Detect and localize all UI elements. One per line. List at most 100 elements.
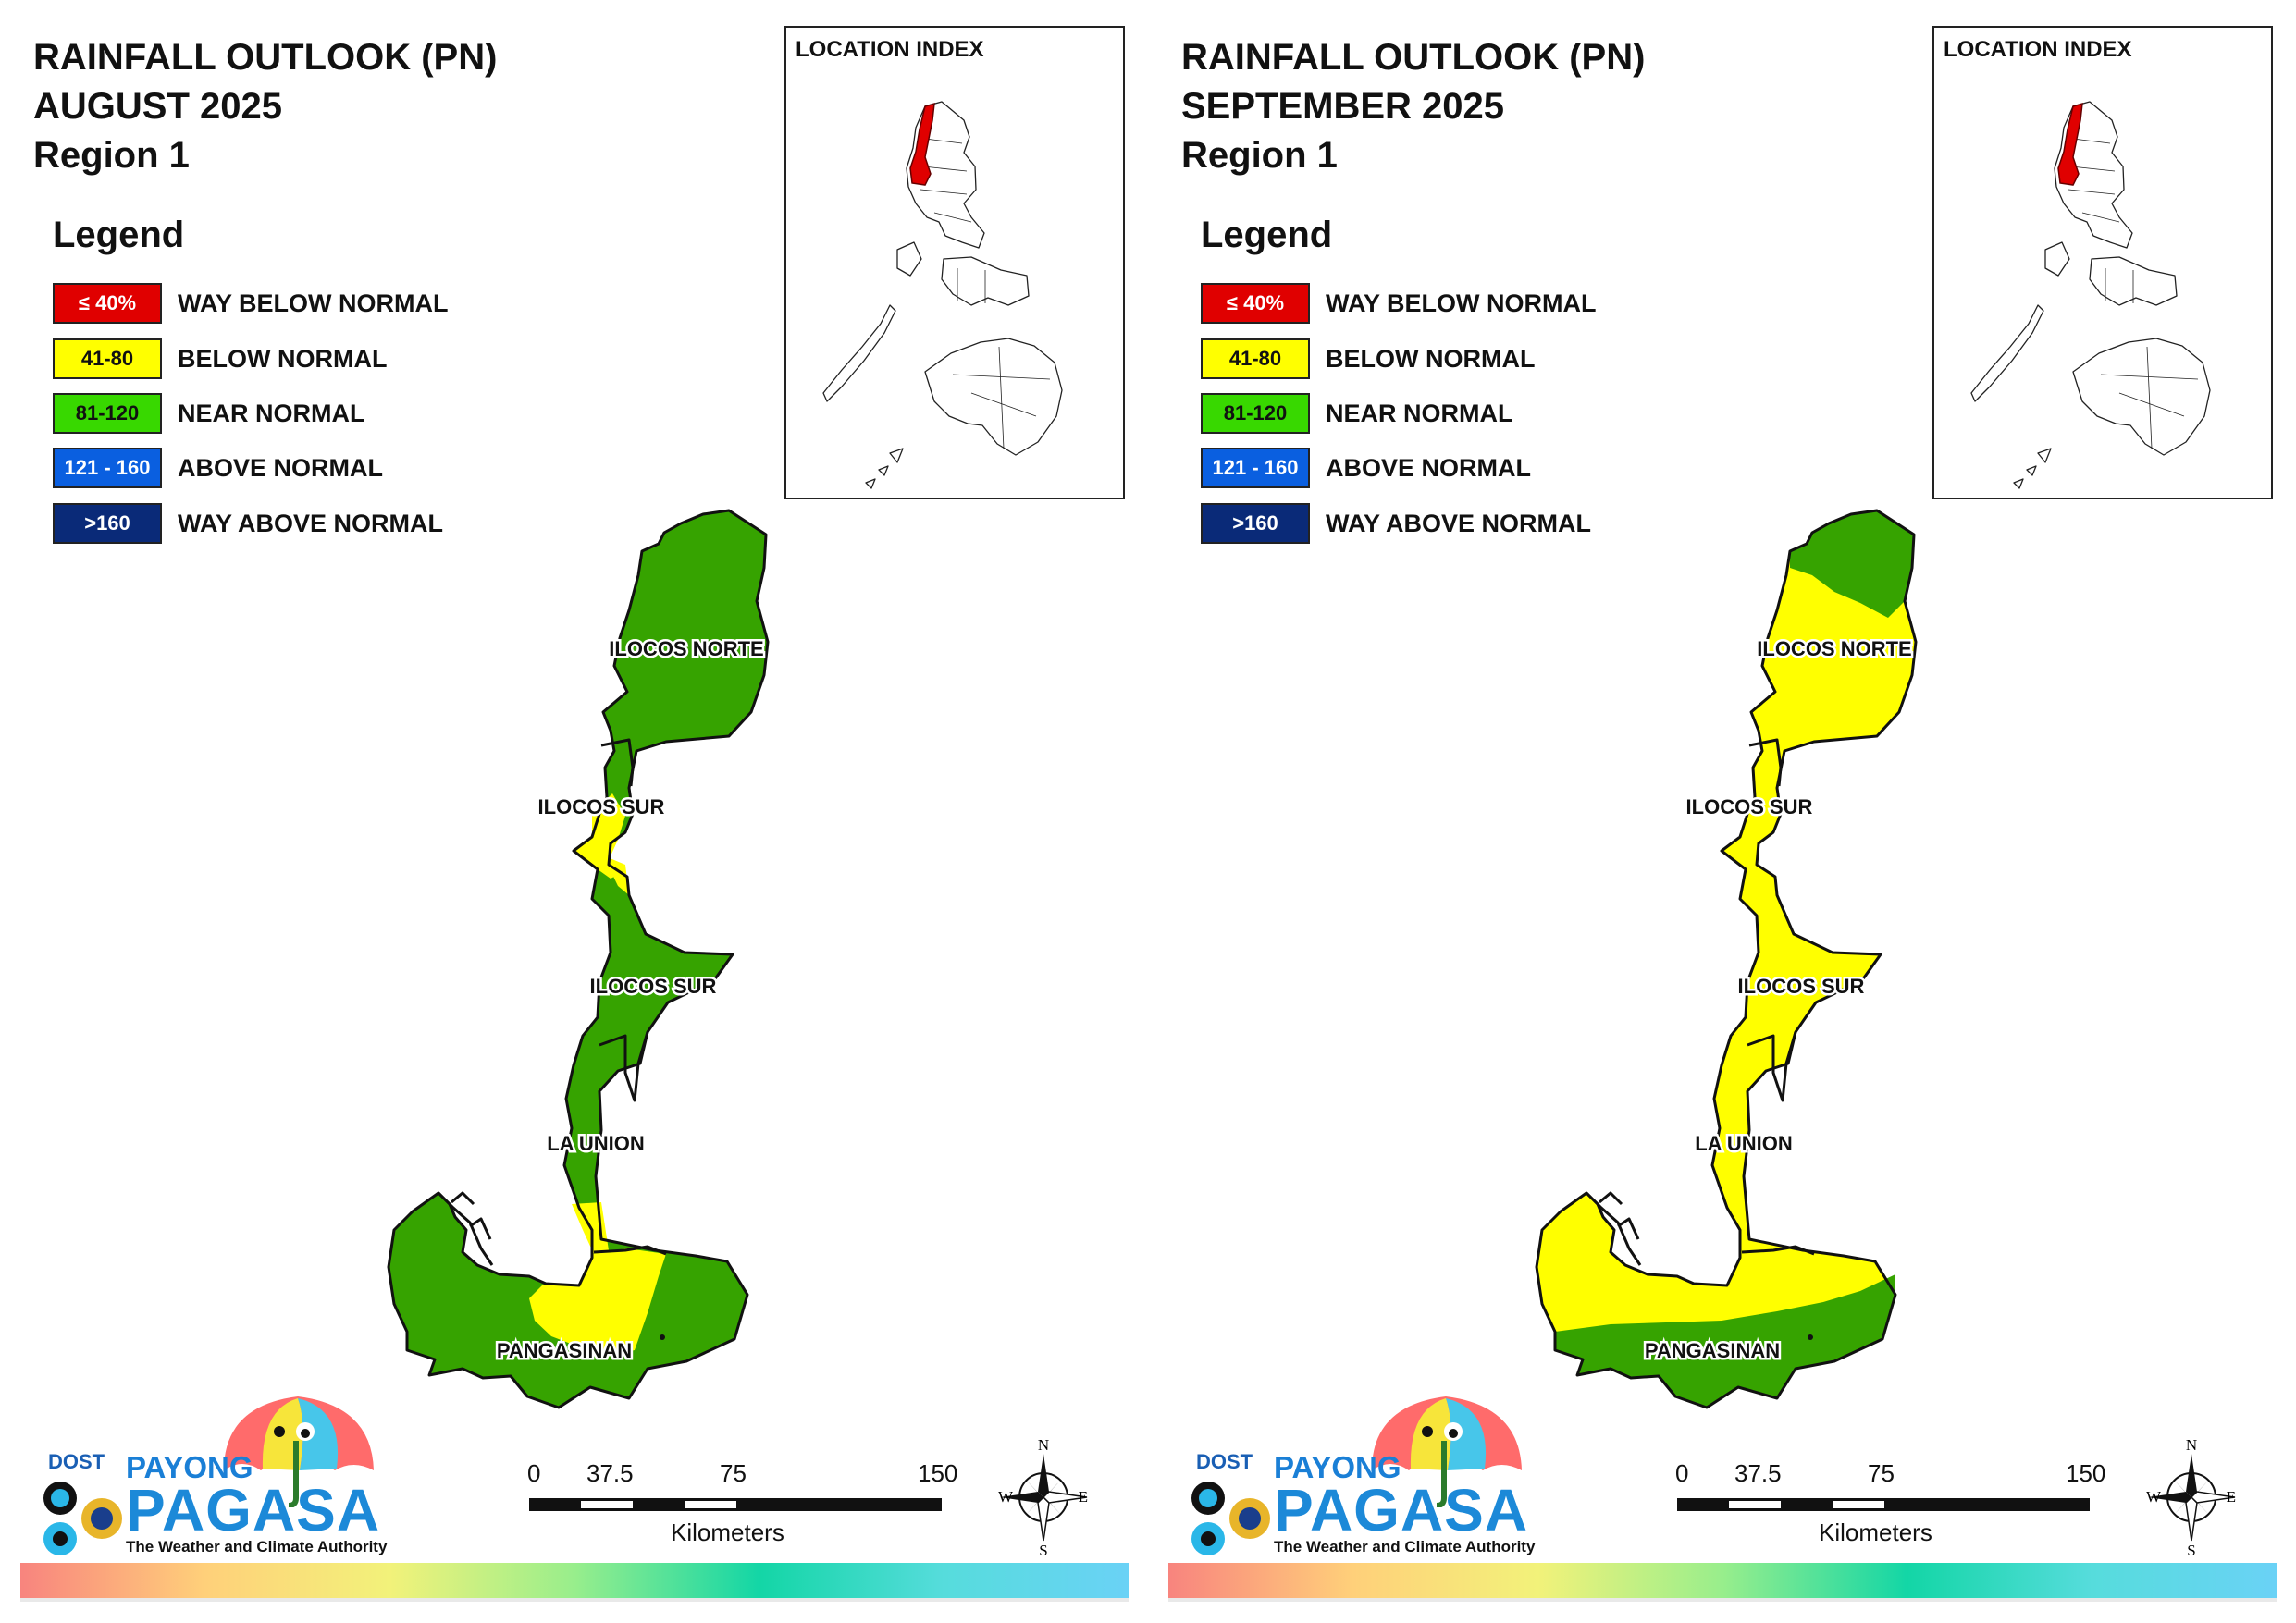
legend-item: 121 - 160 ABOVE NORMAL bbox=[1201, 447, 1531, 489]
map-title: RAINFALL OUTLOOK (PN) AUGUST 2025 Region… bbox=[33, 33, 497, 180]
compass-w: W bbox=[2146, 1488, 2162, 1506]
legend-swatch: >160 bbox=[1201, 503, 1310, 544]
legend-item: >160 WAY ABOVE NORMAL bbox=[53, 502, 443, 545]
coastline bbox=[1535, 509, 1918, 1409]
legend-label: WAY ABOVE NORMAL bbox=[178, 509, 444, 537]
palawan-outline bbox=[822, 304, 896, 402]
compass-n: N bbox=[1038, 1437, 1049, 1454]
logo-tagline: The Weather and Climate Authority bbox=[1274, 1538, 1536, 1555]
mindoro-outline bbox=[896, 241, 922, 277]
philippines-location-map bbox=[1970, 101, 2211, 489]
umbrella-icon bbox=[1372, 1396, 1522, 1507]
province-label: LA UNION bbox=[1695, 1132, 1793, 1155]
legend-swatch: >160 bbox=[53, 503, 162, 544]
compass-s: S bbox=[2187, 1542, 2195, 1557]
legend-swatch: 81-120 bbox=[1201, 393, 1310, 434]
north-arrow: N S E W bbox=[2145, 1436, 2238, 1562]
scale-bar-graphic bbox=[529, 1498, 942, 1511]
legend-item: 41-80 BELOW NORMAL bbox=[1201, 338, 1535, 380]
philippines-location-map bbox=[822, 101, 1063, 489]
pangasinan-south-near-normal-zone bbox=[1555, 1274, 1895, 1408]
sulu-islands bbox=[865, 448, 904, 489]
dost-emblem-icon bbox=[1191, 1482, 1270, 1555]
logo-payong: PAYONG bbox=[126, 1450, 253, 1484]
legend-label: WAY BELOW NORMAL bbox=[1326, 289, 1597, 317]
province-label: ILOCOS SUR bbox=[1738, 975, 1865, 998]
august-outlook-panel: RAINFALL OUTLOOK (PN) AUGUST 2025 Region… bbox=[20, 26, 1129, 1602]
compass-n: N bbox=[2186, 1437, 2197, 1454]
title-line-region: Region 1 bbox=[1181, 135, 1338, 176]
legend-swatch: ≤ 40% bbox=[1201, 283, 1310, 324]
legend-swatch: 81-120 bbox=[53, 393, 162, 434]
logo-dost: DOST bbox=[48, 1450, 105, 1473]
logo-pagasa: PAGASA bbox=[1274, 1477, 1529, 1543]
provincial-boundary-la-union-pangasinan bbox=[593, 1245, 667, 1256]
scale-tick-37-5: 37.5 bbox=[1734, 1459, 1782, 1487]
ilocos-norte-tip-near-normal-zone bbox=[1790, 510, 1914, 618]
legend-item: >160 WAY ABOVE NORMAL bbox=[1201, 502, 1591, 545]
provincial-boundary-ilocos-norte-sur bbox=[1748, 738, 1783, 787]
legend-item: ≤ 40% WAY BELOW NORMAL bbox=[53, 282, 449, 325]
city-point bbox=[660, 1334, 665, 1340]
mindoro-outline bbox=[2044, 241, 2070, 277]
compass-rose-icon: N S E W bbox=[2146, 1436, 2236, 1559]
compass-rose-icon: N S E W bbox=[998, 1436, 1088, 1559]
scale-bar: 0 37.5 75 150 Kilometers bbox=[527, 1459, 957, 1546]
mindanao-outline bbox=[2072, 338, 2211, 456]
legend-label: BELOW NORMAL bbox=[1326, 344, 1536, 373]
coastline bbox=[387, 509, 770, 1409]
scale-tick-75: 75 bbox=[720, 1459, 747, 1487]
scale-tick-0: 0 bbox=[1675, 1459, 1689, 1487]
legend-item: 121 - 160 ABOVE NORMAL bbox=[53, 447, 383, 489]
logo-dost: DOST bbox=[1196, 1450, 1253, 1473]
compass-e: E bbox=[2227, 1488, 2236, 1506]
provincial-boundary-ilocos-sur-la-union bbox=[1747, 1031, 1797, 1102]
legend-swatch: 121 - 160 bbox=[1201, 448, 1310, 488]
city-point bbox=[1808, 1334, 1813, 1340]
gradient-footer-strip bbox=[20, 1563, 1129, 1598]
province-label: PANGASINAN bbox=[497, 1339, 632, 1362]
gradient-footer-strip bbox=[1168, 1563, 2277, 1598]
legend-title: Legend bbox=[1201, 215, 1333, 255]
scale-unit: Kilometers bbox=[671, 1518, 784, 1546]
scale-tick-150: 150 bbox=[2066, 1459, 2106, 1487]
legend-label: WAY ABOVE NORMAL bbox=[1326, 509, 1592, 537]
scale-tick-150: 150 bbox=[918, 1459, 958, 1487]
region-1-base-fill bbox=[1537, 510, 1916, 1408]
title-line-month: SEPTEMBER 2025 bbox=[1181, 86, 1505, 127]
legend-label: WAY BELOW NORMAL bbox=[178, 289, 449, 317]
north-arrow: N S E W bbox=[997, 1436, 1090, 1562]
province-label: ILOCOS NORTE bbox=[1757, 637, 1911, 660]
province-label: ILOCOS SUR bbox=[1686, 795, 1813, 818]
provincial-boundary-ilocos-sur-la-union bbox=[599, 1031, 649, 1102]
compass-w: W bbox=[998, 1488, 1014, 1506]
legend-swatch: ≤ 40% bbox=[53, 283, 162, 324]
location-index-inset: LOCATION INDEX bbox=[784, 26, 1125, 499]
title-line-1: RAINFALL OUTLOOK (PN) bbox=[33, 37, 498, 78]
legend-title: Legend bbox=[53, 215, 185, 255]
scale-tick-75: 75 bbox=[1868, 1459, 1895, 1487]
map-title: RAINFALL OUTLOOK (PN) SEPTEMBER 2025 Reg… bbox=[1181, 33, 1645, 180]
lingayen-gulf-inlets bbox=[437, 1191, 494, 1266]
province-label: ILOCOS SUR bbox=[590, 975, 717, 998]
palawan-outline bbox=[1970, 304, 2044, 402]
inset-title: LOCATION INDEX bbox=[1944, 37, 2132, 62]
compass-s: S bbox=[1039, 1542, 1047, 1557]
september-outlook-panel: RAINFALL OUTLOOK (PN) SEPTEMBER 2025 Reg… bbox=[1148, 0, 2296, 1623]
legend-item: 81-120 NEAR NORMAL bbox=[1201, 392, 1513, 435]
title-line-region: Region 1 bbox=[33, 135, 190, 176]
province-label: PANGASINAN bbox=[1645, 1339, 1780, 1362]
provincial-boundary-ilocos-norte-sur bbox=[600, 738, 635, 787]
scale-bar: 0 37.5 75 150 Kilometers bbox=[1675, 1459, 2105, 1546]
sulu-islands bbox=[2013, 448, 2052, 489]
province-label: ILOCOS SUR bbox=[538, 795, 665, 818]
footer-divider bbox=[1168, 1598, 2277, 1602]
footer-divider bbox=[20, 1598, 1129, 1602]
compass-e: E bbox=[1079, 1488, 1088, 1506]
legend-swatch: 41-80 bbox=[53, 338, 162, 379]
scale-unit: Kilometers bbox=[1819, 1518, 1932, 1546]
legend-label: NEAR NORMAL bbox=[178, 399, 365, 427]
legend-item: 81-120 NEAR NORMAL bbox=[53, 392, 365, 435]
legend-item: 41-80 BELOW NORMAL bbox=[53, 338, 387, 380]
legend-item: ≤ 40% WAY BELOW NORMAL bbox=[1201, 282, 1597, 325]
